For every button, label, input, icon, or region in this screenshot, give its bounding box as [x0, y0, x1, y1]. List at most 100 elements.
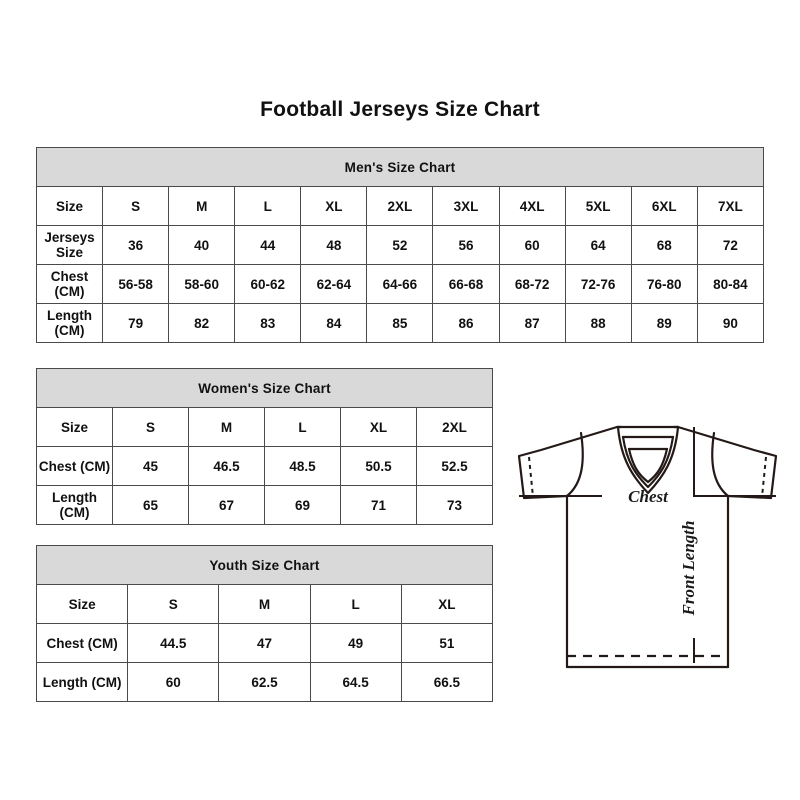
cell: 90: [696, 303, 765, 343]
cell: 56: [432, 225, 500, 265]
cell: 82: [168, 303, 236, 343]
header-cell-5xl: 5XL: [564, 186, 632, 226]
cell: 66-68: [432, 264, 500, 304]
cell: 66.5: [400, 662, 494, 702]
cell: 49: [309, 623, 402, 663]
left-cuff-dashed-line: [528, 456, 534, 498]
cell: 71: [340, 485, 417, 525]
cell: 72: [696, 225, 765, 265]
cell: 50.5: [340, 446, 417, 486]
header-cell-l: L: [309, 584, 402, 624]
table-caption-row: Youth Size Chart: [36, 545, 493, 585]
header-cell-6xl: 6XL: [630, 186, 698, 226]
cell: 60: [498, 225, 566, 265]
row-label-length: Length (CM): [36, 485, 113, 525]
cell: 58-60: [168, 264, 236, 304]
cell: 76-80: [630, 264, 698, 304]
cell: 60-62: [234, 264, 302, 304]
header-cell-xl: XL: [400, 584, 494, 624]
cell: 48.5: [264, 446, 341, 486]
cell: 64.5: [309, 662, 402, 702]
cell: 67: [188, 485, 265, 525]
front-length-measurement-label: Front Length: [679, 521, 698, 617]
header-cell-l: L: [264, 407, 341, 447]
cell: 46.5: [188, 446, 265, 486]
header-cell-s: S: [112, 407, 189, 447]
page-title: Football Jerseys Size Chart: [260, 98, 540, 121]
header-cell-s: S: [127, 584, 220, 624]
mens-table-caption: Men's Size Chart: [36, 147, 764, 187]
row-label-length: Length (CM): [35, 303, 104, 343]
cell: 88: [564, 303, 632, 343]
chest-measurement-label: Chest: [628, 487, 669, 506]
table-header-row: Size S M L XL: [35, 584, 494, 624]
row-label-chest: Chest (CM): [35, 264, 104, 304]
table-row: Length (CM) 65 67 69 71 73: [36, 485, 493, 525]
header-cell-xl: XL: [300, 186, 368, 226]
cell: 52.5: [416, 446, 493, 486]
jersey-body-outline: [517, 425, 778, 669]
womens-size-chart-table: Women's Size Chart Size S M L XL 2XL Che…: [36, 368, 493, 525]
table-row: Chest (CM) 56-58 58-60 60-62 62-64 64-66…: [35, 264, 765, 304]
cell: 68-72: [498, 264, 566, 304]
table-caption-row: Women's Size Chart: [36, 368, 493, 408]
cell: 45: [112, 446, 189, 486]
header-cell-4xl: 4XL: [498, 186, 566, 226]
cell: 47: [218, 623, 311, 663]
cell: 56-58: [102, 264, 170, 304]
header-cell-7xl: 7XL: [696, 186, 765, 226]
cell: 62-64: [300, 264, 368, 304]
cell: 65: [112, 485, 189, 525]
header-cell-2xl: 2XL: [416, 407, 493, 447]
cell: 84: [300, 303, 368, 343]
cell: 69: [264, 485, 341, 525]
cell: 52: [366, 225, 434, 265]
cell: 36: [102, 225, 170, 265]
cell: 51: [400, 623, 494, 663]
mens-size-chart-table: Men's Size Chart Size S M L XL 2XL 3XL 4…: [35, 147, 765, 343]
header-cell-xl: XL: [340, 407, 417, 447]
row-label-chest: Chest (CM): [36, 446, 113, 486]
cell: 40: [168, 225, 236, 265]
jersey-measurement-diagram: Chest Front Length: [505, 405, 790, 680]
header-cell-s: S: [102, 186, 170, 226]
cell: 64-66: [366, 264, 434, 304]
header-cell-2xl: 2XL: [366, 186, 434, 226]
table-header-row: Size S M L XL 2XL: [36, 407, 493, 447]
cell: 44.5: [127, 623, 220, 663]
header-cell-size: Size: [35, 584, 129, 624]
table-row: Length (CM) 79 82 83 84 85 86 87 88 89 9…: [35, 303, 765, 343]
cell: 64: [564, 225, 632, 265]
table-row: Length (CM) 60 62.5 64.5 66.5: [35, 662, 494, 702]
cell: 83: [234, 303, 302, 343]
cell: 85: [366, 303, 434, 343]
cell: 86: [432, 303, 500, 343]
header-cell-m: M: [168, 186, 236, 226]
womens-table-caption: Women's Size Chart: [36, 368, 493, 408]
sleeve-cuff-dashed-lines: [528, 456, 767, 498]
row-label-chest: Chest (CM): [35, 623, 129, 663]
header-cell-size: Size: [36, 407, 113, 447]
cell: 73: [416, 485, 493, 525]
header-cell-size: Size: [35, 186, 104, 226]
jersey-outline-svg: Chest Front Length: [517, 425, 778, 669]
cell: 87: [498, 303, 566, 343]
cell: 62.5: [218, 662, 311, 702]
header-cell-m: M: [218, 584, 311, 624]
right-cuff-dashed-line: [761, 456, 767, 498]
table-caption-row: Men's Size Chart: [36, 147, 764, 187]
header-cell-m: M: [188, 407, 265, 447]
cell: 60: [127, 662, 220, 702]
cell: 68: [630, 225, 698, 265]
cell: 80-84: [696, 264, 765, 304]
table-row: Chest (CM) 45 46.5 48.5 50.5 52.5: [36, 446, 493, 486]
header-cell-l: L: [234, 186, 302, 226]
youth-size-chart-table: Youth Size Chart Size S M L XL Chest (CM…: [35, 545, 494, 702]
cell: 72-76: [564, 264, 632, 304]
row-label-jerseys-size: Jerseys Size: [35, 225, 104, 265]
header-cell-3xl: 3XL: [432, 186, 500, 226]
row-label-length: Length (CM): [35, 662, 129, 702]
youth-table-caption: Youth Size Chart: [36, 545, 493, 585]
cell: 79: [102, 303, 170, 343]
table-header-row: Size S M L XL 2XL 3XL 4XL 5XL 6XL 7XL: [35, 186, 765, 226]
